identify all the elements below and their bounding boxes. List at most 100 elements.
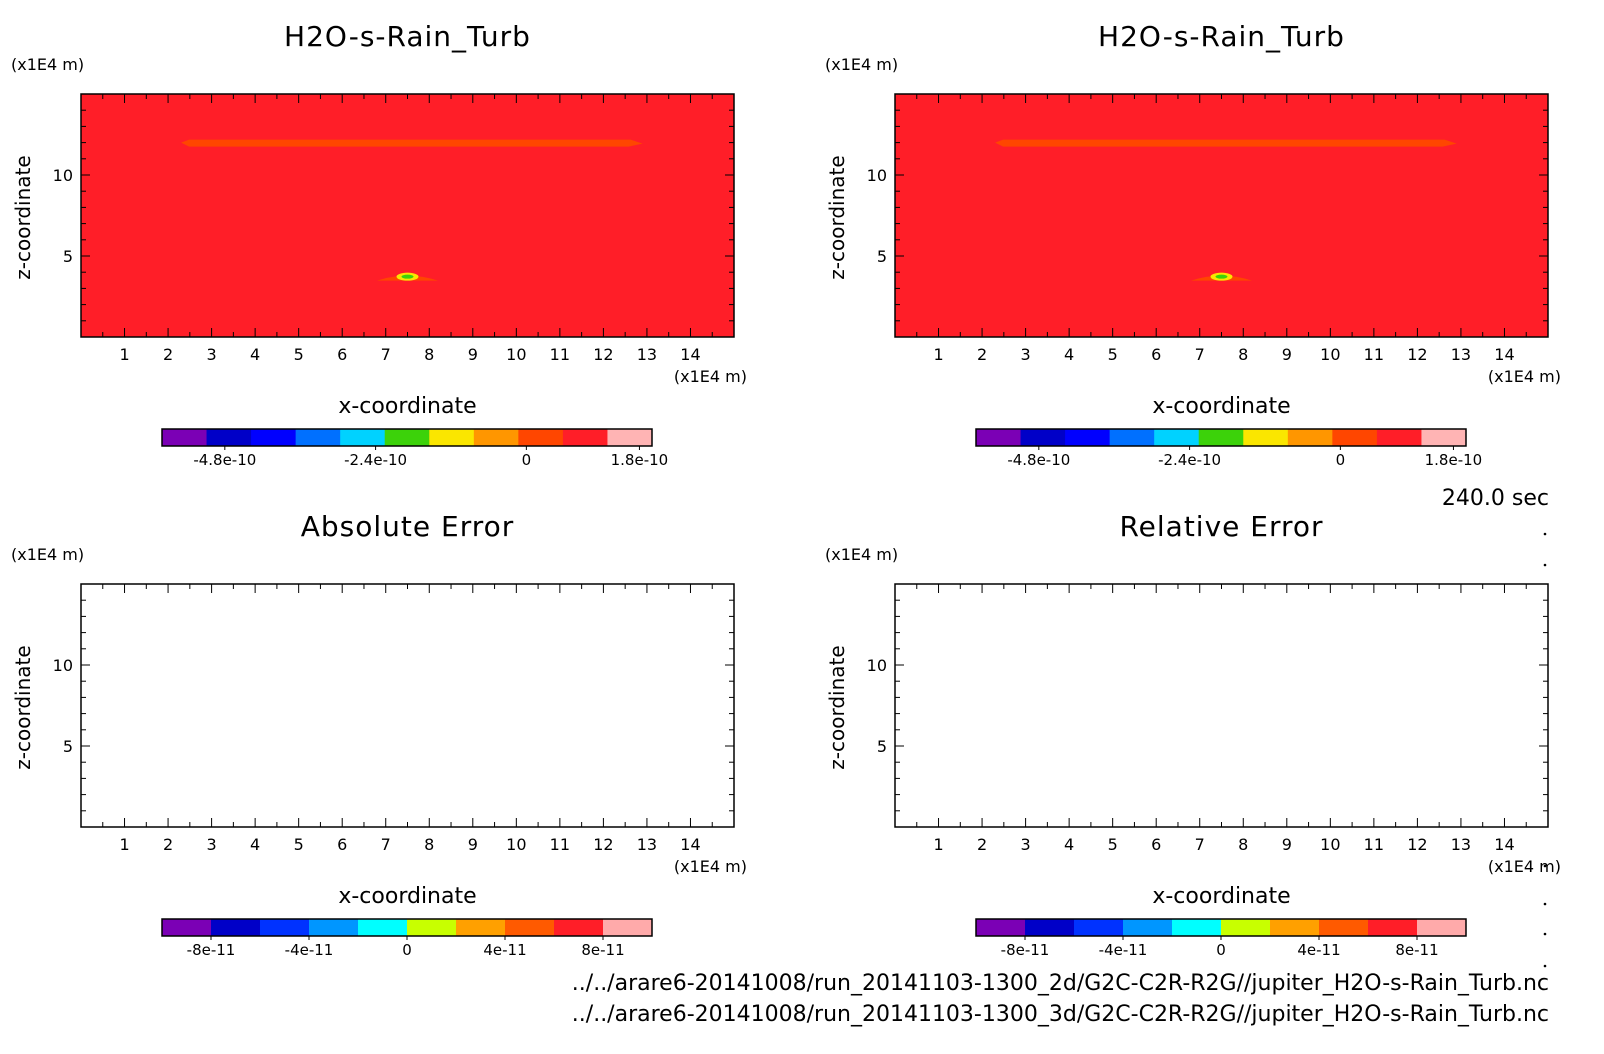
x-tick-label: 2 [163,835,173,854]
y-axis-label: z-coordinate [825,155,849,279]
x-tick-label: 7 [381,835,391,854]
x-tick-label: 4 [250,345,260,364]
y-tick-label: 10 [867,656,887,675]
y-tick-label: 10 [53,166,73,185]
edge-dot [1543,563,1547,567]
x-unit-label: (x1E4 m) [1488,857,1561,876]
x-tick-label: 14 [1494,345,1514,364]
x-tick-label: 10 [1320,345,1340,364]
y-axis-label: z-coordinate [825,645,849,769]
colorbar-swatch [1074,919,1124,936]
colorbar-swatch [407,919,457,936]
edge-dot [1543,964,1547,968]
colorbar-swatch [562,429,608,446]
x-tick-label: 1 [119,835,129,854]
colorbar-tick-label: 0 [1336,451,1346,469]
colorbar-swatch [295,429,341,446]
colorbar-swatch [340,429,386,446]
chart-title: H2O-s-Rain_Turb [284,20,531,53]
y-tick-label: 5 [877,247,887,266]
y-unit-label: (x1E4 m) [825,55,898,74]
colorbar-swatch [1287,429,1333,446]
edge-dot [1543,864,1547,868]
colorbar-swatch [358,919,408,936]
y-axis-label: z-coordinate [11,645,35,769]
y-unit-label: (x1E4 m) [825,545,898,564]
x-axis-label: x-coordinate [1152,884,1290,909]
colorbar-swatch [1020,429,1066,446]
colorbar-swatch [976,919,1026,936]
colorbar-tick-label: -2.4e-10 [344,451,407,469]
x-unit-label: (x1E4 m) [1488,367,1561,386]
chart-title: Absolute Error [301,510,515,543]
colorbar-swatch [607,429,653,446]
colorbar: -4.8e-10 -2.4e-10 0 1.8e-10 [975,428,1482,469]
colorbar-swatch [1172,919,1222,936]
chart-panel-1: H2O-s-Rain_Turb(x1E4 m)1 2 3 4 5 6 7 8 9 10 11 12 13… [11,20,747,469]
colorbar-swatch [1270,919,1320,936]
x-tick-label: 14 [680,835,700,854]
colorbar-swatch [1376,429,1422,446]
y-tick-label: 5 [63,247,73,266]
colorbar-tick-label: 4e-11 [483,941,526,959]
colorbar-tick-label: -4e-11 [285,941,334,959]
x-tick-label: 11 [1364,345,1384,364]
x-tick-label: 11 [550,345,570,364]
colorbar-swatch [1332,429,1378,446]
x-tick-label: 12 [1407,835,1427,854]
colorbar-swatch [505,919,555,936]
colorbar-tick-label: -2.4e-10 [1158,451,1221,469]
y-unit-label: (x1E4 m) [11,55,84,74]
colorbar: -8e-11 -4e-11 0 4e-11 8e-11 [975,918,1467,959]
x-tick-label: 4 [1064,835,1074,854]
x-tick-label: 7 [1195,345,1205,364]
colorbar-tick-label: 0 [522,451,532,469]
x-tick-label: 6 [1151,345,1161,364]
x-tick-label: 4 [1064,345,1074,364]
colorbar-swatch [206,429,252,446]
edge-dot [1543,902,1547,906]
x-tick-label: 10 [506,835,526,854]
file-path-2d: ../../arare6-20141008/run_20141103-1300_… [572,971,1549,996]
colorbar-swatch [1368,919,1418,936]
x-tick-label: 10 [1320,835,1340,854]
x-tick-label: 5 [1108,835,1118,854]
x-axis-label: x-coordinate [338,884,476,909]
x-tick-label: 3 [1021,345,1031,364]
colorbar-swatch [603,919,653,936]
colorbar: -8e-11 -4e-11 0 4e-11 8e-11 [161,918,653,959]
colorbar-swatch [1065,429,1111,446]
colorbar-swatch [260,919,310,936]
chart-panel-3: Absolute Error(x1E4 m)1 2 3 4 5 6 7 8 9 10 11 12 13 1… [11,510,747,959]
x-tick-label: 3 [207,835,217,854]
colorbar-tick-label: 8e-11 [581,941,624,959]
x-tick-label: 10 [506,345,526,364]
colorbar-swatch [456,919,506,936]
colorbar-swatch [384,429,430,446]
x-tick-label: 13 [1451,835,1471,854]
y-tick-label: 5 [877,737,887,756]
plot-frame [80,583,735,828]
edge-dots [1543,532,1547,968]
colorbar-tick-label: -4.8e-10 [1007,451,1070,469]
y-unit-label: (x1E4 m) [11,545,84,564]
y-tick-label: 5 [63,737,73,756]
chart-title: Relative Error [1119,510,1323,543]
colorbar-frame [975,428,1467,447]
edge-dot [1543,932,1547,936]
colorbar-tick-label: -4.8e-10 [193,451,256,469]
x-tick-label: 6 [1151,835,1161,854]
x-tick-label: 7 [1195,835,1205,854]
colorbar-swatch [429,429,475,446]
x-tick-label: 12 [593,345,613,364]
chart-panel-4: Relative Error(x1E4 m)1 2 3 4 5 6 7 8 9 10 11 12 13 1… [825,510,1561,959]
colorbar-swatch [1198,429,1244,446]
x-tick-label: 1 [933,835,943,854]
x-tick-label: 11 [550,835,570,854]
colorbar-swatch [554,919,604,936]
x-tick-label: 1 [119,345,129,364]
colorbar-swatch [518,429,564,446]
x-tick-label: 12 [593,835,613,854]
x-tick-label: 13 [1451,345,1471,364]
